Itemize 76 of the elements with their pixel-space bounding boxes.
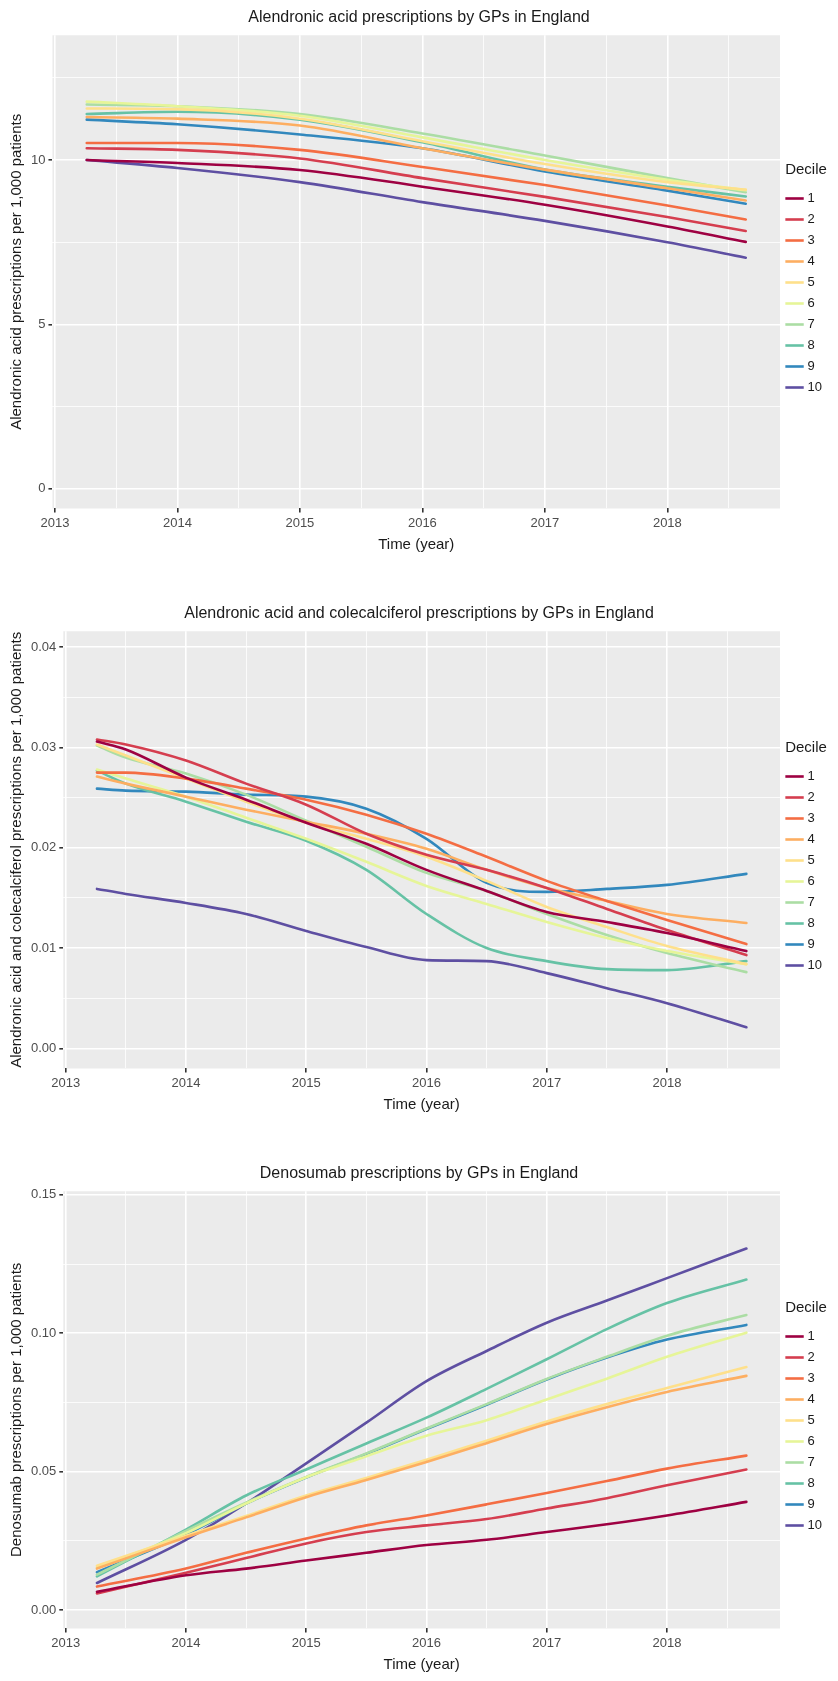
x-tick-label: 2016 <box>407 514 437 530</box>
x-tick-label: 2013 <box>51 1074 81 1090</box>
legend-label: 5 <box>807 1412 815 1428</box>
y-axis-title: Denosumab prescriptions per 1,000 patients <box>7 1262 25 1557</box>
x-tick-label: 2014 <box>162 514 192 530</box>
y-tick-label: 0.03 <box>30 739 57 755</box>
x-tick-label: 2016 <box>412 1074 441 1090</box>
legend-label: 1 <box>807 1328 815 1344</box>
legend-label: 2 <box>807 789 815 805</box>
legend-label: 9 <box>807 936 815 952</box>
y-tick-label: 0.10 <box>30 1324 57 1340</box>
x-tick-label: 2013 <box>51 1634 81 1650</box>
legend-label: 3 <box>807 1370 815 1386</box>
legend-title: Decile <box>785 737 827 755</box>
x-tick-label: 2018 <box>652 1634 682 1650</box>
x-tick-label: 2014 <box>171 1634 201 1650</box>
legend-label: 4 <box>807 253 815 269</box>
x-tick-label: 2015 <box>291 1634 321 1650</box>
legend-label: 5 <box>807 852 815 868</box>
y-tick-label: 0.00 <box>30 1039 57 1055</box>
legend-label: 2 <box>807 1349 815 1365</box>
legend-label: 7 <box>807 316 815 332</box>
legend-label: 9 <box>807 358 815 374</box>
legend-label: 10 <box>807 379 823 395</box>
legend-title: Decile <box>785 1297 827 1315</box>
y-tick-label: 0.02 <box>30 839 57 855</box>
legend-label: 8 <box>807 337 815 353</box>
chart-title: Alendronic acid prescriptions by GPs in England <box>248 8 590 26</box>
x-tick-label: 2015 <box>285 514 315 530</box>
y-tick-label: 0 <box>38 480 46 496</box>
legend-label: 4 <box>807 1391 815 1407</box>
legend-label: 1 <box>807 190 815 206</box>
x-axis-title: Time (year) <box>383 1655 460 1673</box>
x-tick-label: 2017 <box>532 1634 562 1650</box>
x-axis-title: Time (year) <box>383 1095 460 1113</box>
legend-label: 7 <box>807 894 815 910</box>
legend-label: 3 <box>807 232 815 248</box>
line-series <box>85 146 748 233</box>
legend-label: 6 <box>807 873 815 889</box>
legend-label: 10 <box>807 957 823 973</box>
legend-label: 8 <box>807 915 815 931</box>
legend-label: 1 <box>807 768 815 784</box>
legend-label: 8 <box>807 1475 815 1491</box>
y-tick-label: 0.05 <box>30 1463 57 1479</box>
y-axis-title: Alendronic acid and colecalciferol prescriptions per 1,000 patients <box>7 631 25 1068</box>
y-tick-label: 0.01 <box>30 939 57 955</box>
chart-title: Denosumab prescriptions by GPs in England <box>259 1164 579 1182</box>
x-tick-label: 2018 <box>652 1074 682 1090</box>
x-tick-label: 2014 <box>171 1074 201 1090</box>
legend-label: 9 <box>807 1496 815 1512</box>
line-series <box>95 887 748 1029</box>
legend-label: 6 <box>807 295 815 311</box>
legend-label: 6 <box>807 1433 815 1449</box>
x-tick-label: 2016 <box>412 1634 441 1650</box>
y-tick-label: 0.04 <box>30 638 57 654</box>
line-series <box>95 1500 748 1594</box>
x-tick-label: 2015 <box>291 1074 321 1090</box>
legend-title: Decile <box>785 159 827 177</box>
legend-label: 7 <box>807 1454 815 1470</box>
x-axis-title: Time (year) <box>378 535 455 553</box>
legend-label: 4 <box>807 831 815 847</box>
chart-title: Alendronic acid and colecalciferol prescriptions by GPs in England <box>184 604 654 622</box>
x-tick-label: 2013 <box>40 514 70 530</box>
x-tick-label: 2017 <box>532 1074 562 1090</box>
legend-label: 2 <box>807 211 815 227</box>
y-tick-label: 0.00 <box>30 1601 57 1617</box>
y-tick-label: 10 <box>30 151 46 167</box>
line-series <box>85 141 748 221</box>
legend-label: 3 <box>807 810 815 826</box>
y-axis-title: Alendronic acid prescriptions per 1,000 patients <box>7 113 25 430</box>
y-tick-label: 0.15 <box>30 1186 57 1202</box>
legend-label: 10 <box>807 1517 823 1533</box>
x-tick-label: 2017 <box>530 514 560 530</box>
y-tick-label: 5 <box>38 315 46 331</box>
legend-label: 5 <box>807 274 815 290</box>
x-tick-label: 2018 <box>652 514 682 530</box>
